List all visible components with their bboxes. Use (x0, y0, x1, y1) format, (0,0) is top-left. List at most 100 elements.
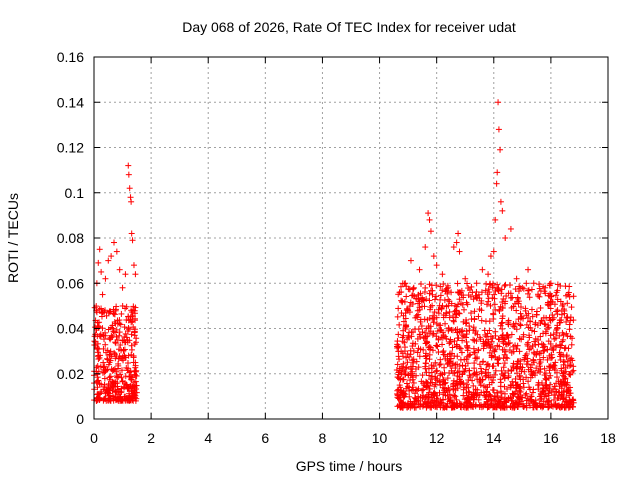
data-point (121, 333, 128, 340)
data-point (489, 363, 496, 370)
data-point (419, 294, 426, 301)
data-point (517, 376, 524, 383)
data-point (522, 307, 529, 314)
data-point (523, 390, 530, 397)
data-point (455, 334, 462, 341)
data-point (407, 351, 414, 358)
data-point (554, 296, 561, 303)
data-point (535, 292, 542, 299)
data-point (500, 332, 507, 339)
data-point (400, 332, 407, 339)
data-point (113, 353, 120, 360)
data-point (530, 359, 537, 366)
data-point (514, 370, 521, 377)
data-point (461, 396, 468, 403)
data-point (528, 393, 535, 400)
data-point (395, 348, 402, 355)
data-point (410, 359, 417, 366)
data-point (550, 396, 557, 403)
data-point (416, 266, 423, 273)
data-point (102, 329, 109, 336)
data-point (394, 338, 401, 345)
data-point (133, 382, 140, 389)
data-point (421, 316, 428, 323)
data-point (471, 365, 478, 372)
data-point (116, 329, 123, 336)
data-point (118, 388, 125, 395)
data-point (560, 336, 567, 343)
data-point (436, 379, 443, 386)
data-point (505, 372, 512, 379)
data-point (131, 317, 138, 324)
data-point (499, 299, 506, 306)
data-point (545, 404, 552, 411)
data-point (426, 346, 433, 353)
data-point (437, 382, 444, 389)
data-point (560, 361, 567, 368)
data-point (446, 314, 453, 321)
data-point (443, 335, 450, 342)
data-point (102, 307, 109, 314)
data-point (556, 317, 563, 324)
data-point (453, 303, 460, 310)
data-point (410, 347, 417, 354)
data-point (512, 385, 519, 392)
data-point (465, 377, 472, 384)
data-point (451, 392, 458, 399)
data-point (501, 282, 508, 289)
data-point (569, 368, 576, 375)
data-point (537, 369, 544, 376)
data-point (456, 248, 463, 255)
data-point (448, 300, 455, 307)
data-point (401, 339, 408, 346)
data-point (113, 333, 120, 340)
data-point (530, 404, 537, 411)
data-point (505, 321, 512, 328)
data-point (485, 295, 492, 302)
data-point (394, 392, 401, 399)
data-point (427, 328, 434, 335)
data-point (526, 294, 533, 301)
data-point (98, 305, 105, 312)
data-point (450, 244, 457, 251)
data-point (417, 290, 424, 297)
data-point (117, 341, 124, 348)
data-point (122, 271, 129, 278)
data-point (547, 305, 554, 312)
data-point (568, 341, 575, 348)
data-point (403, 364, 410, 371)
data-point (429, 287, 436, 294)
data-point (116, 332, 123, 339)
data-point (561, 310, 568, 317)
data-point (125, 317, 132, 324)
data-point (523, 361, 530, 368)
data-point (426, 216, 433, 223)
data-point (536, 393, 543, 400)
data-point (472, 401, 479, 408)
data-point (108, 366, 115, 373)
data-point (480, 338, 487, 345)
data-point (532, 397, 539, 404)
data-point (449, 313, 456, 320)
y-tick-label: 0.14 (57, 94, 84, 110)
data-point (468, 393, 475, 400)
data-point (399, 298, 406, 305)
data-point (542, 321, 549, 328)
data-point (558, 311, 565, 318)
data-point (509, 390, 516, 397)
data-point (402, 365, 409, 372)
data-point (494, 281, 501, 288)
data-point (467, 403, 474, 410)
data-point (470, 336, 477, 343)
data-point (462, 275, 469, 282)
data-point (125, 171, 132, 178)
data-point (487, 402, 494, 409)
data-point (425, 323, 432, 330)
data-point (433, 314, 440, 321)
data-point (406, 387, 413, 394)
data-point (454, 329, 461, 336)
data-point (444, 375, 451, 382)
data-point (490, 374, 497, 381)
data-point (437, 356, 444, 363)
data-point (439, 334, 446, 341)
